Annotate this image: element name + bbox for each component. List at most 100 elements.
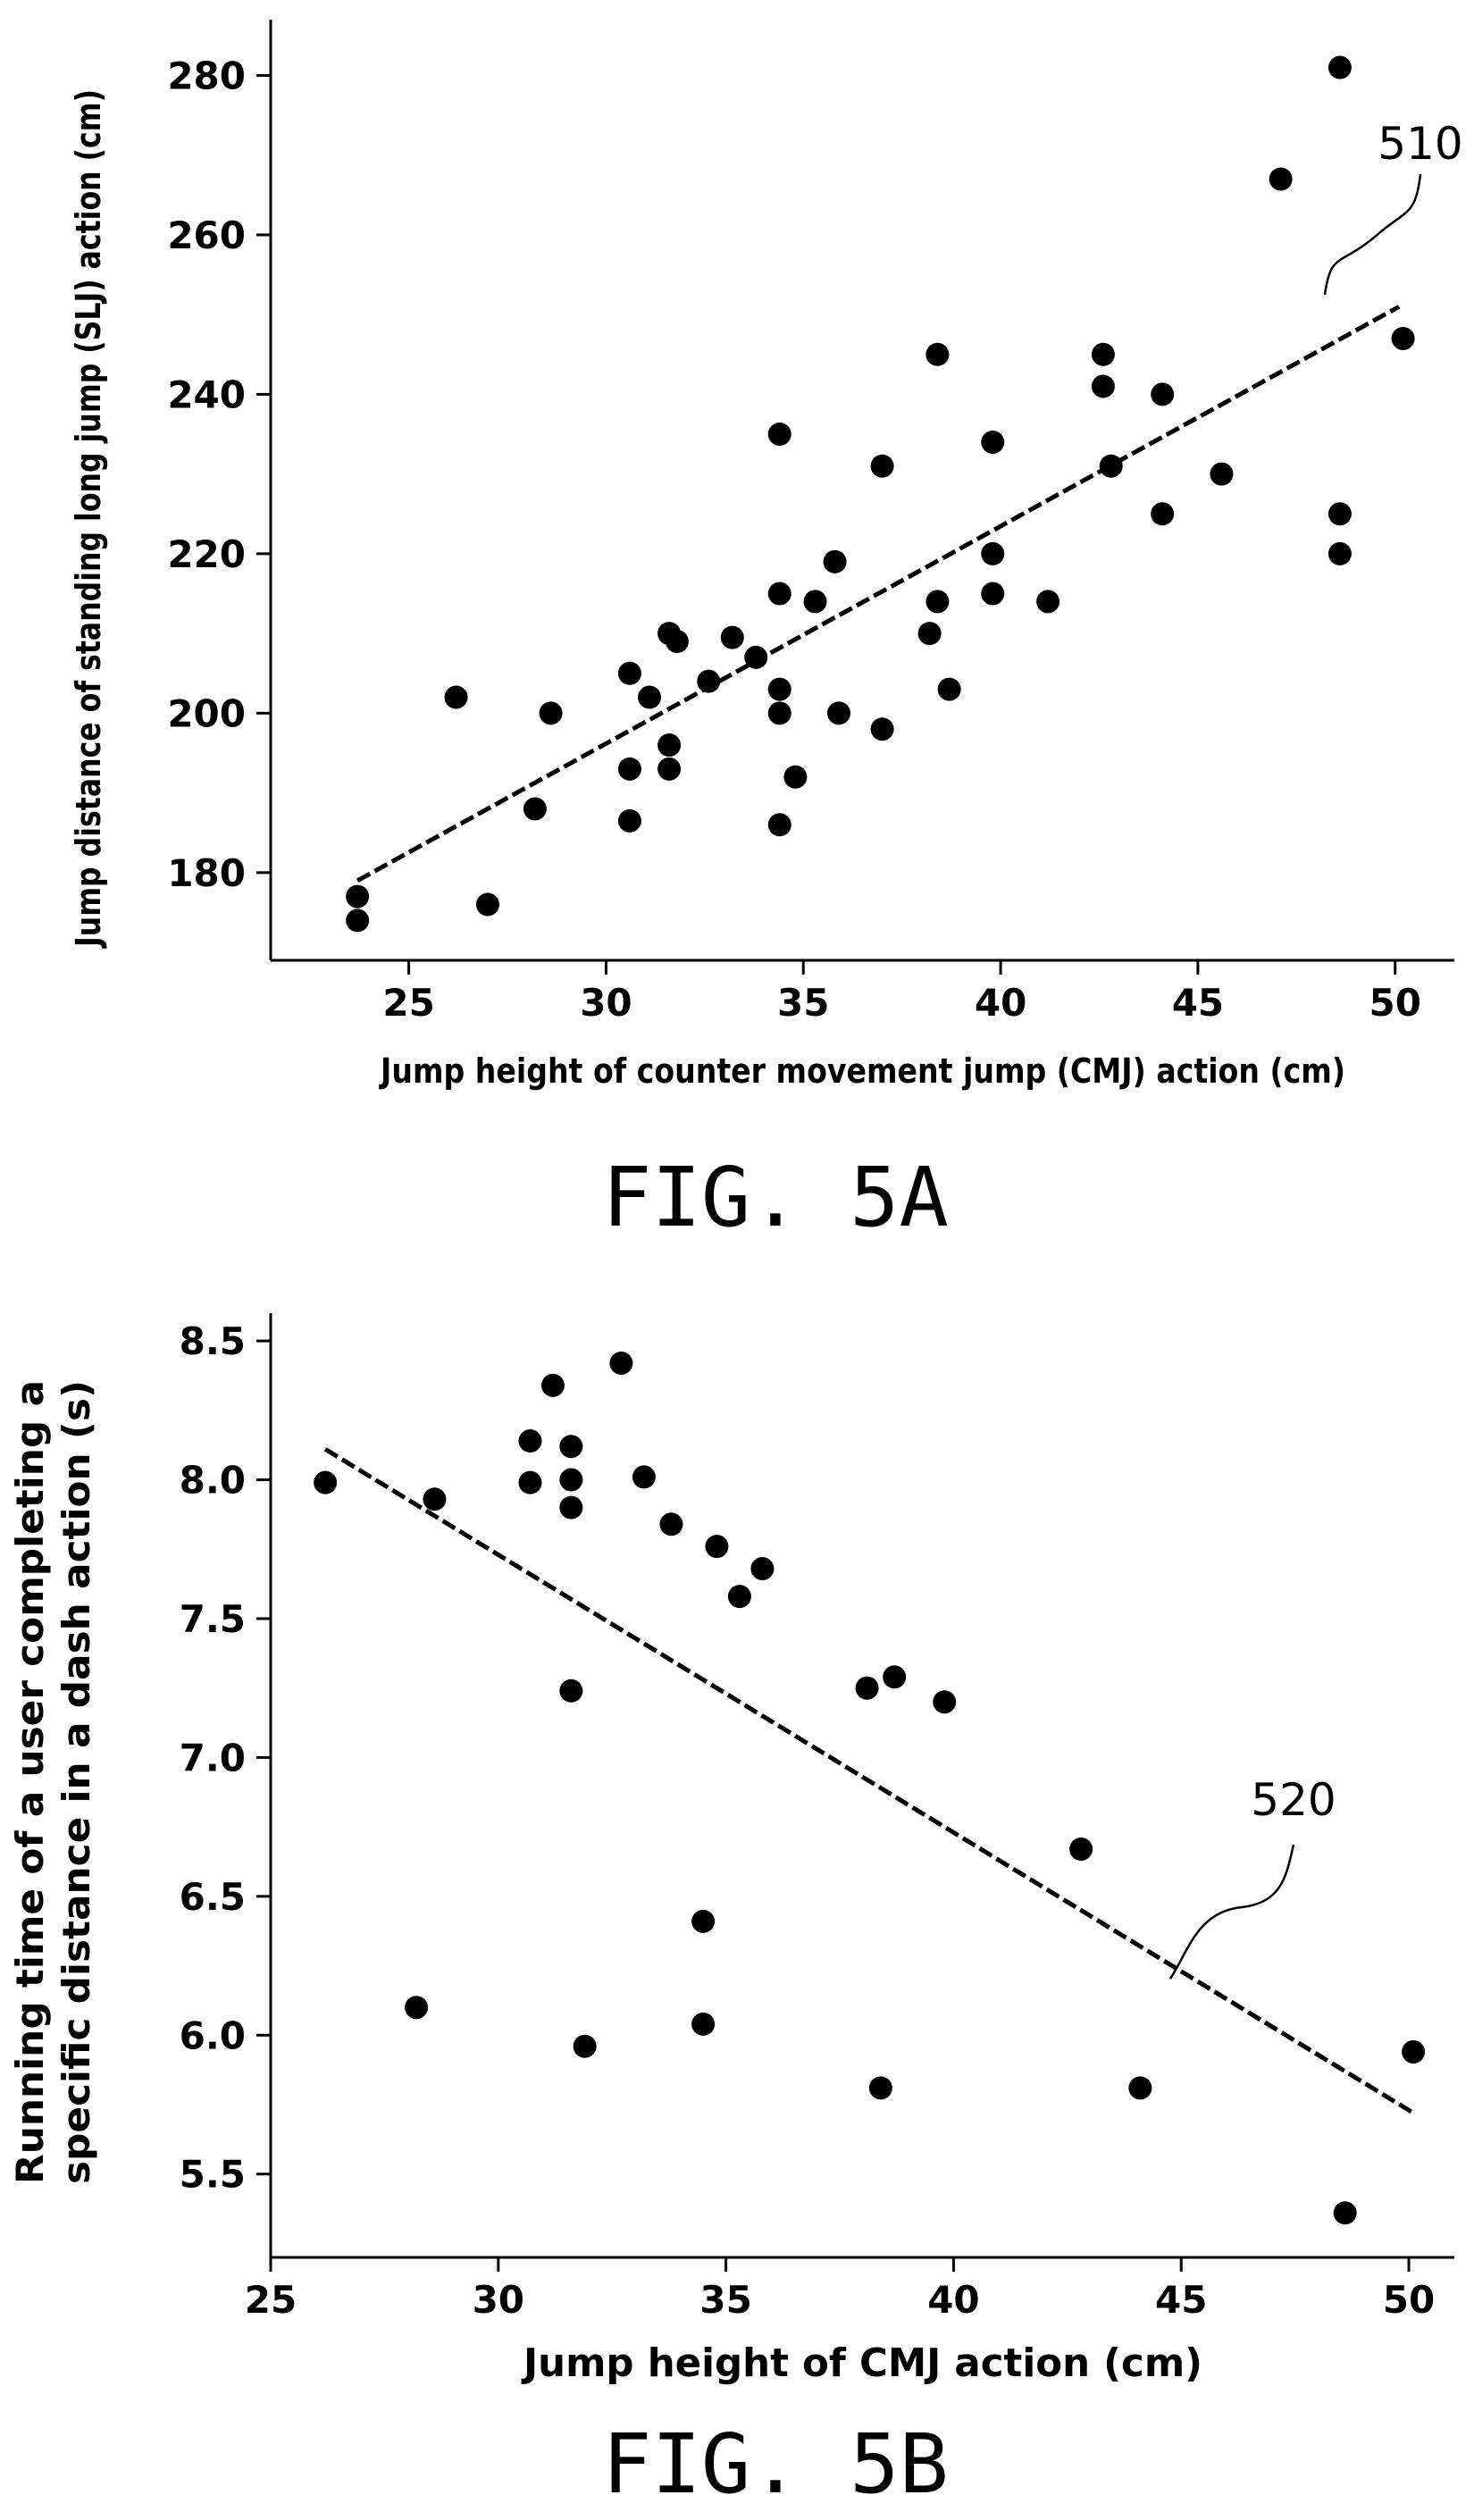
- y-tick-label: 8.0: [180, 1459, 246, 1503]
- x-tick-label: 40: [975, 981, 1026, 1025]
- y-tick-label: 6.0: [180, 2013, 246, 2057]
- ref-label-510: 510: [1378, 118, 1462, 170]
- y-ticks: 180 200 220 240 260 280: [167, 54, 271, 895]
- x-tick-label: 50: [1369, 981, 1421, 1025]
- data-point: [767, 423, 791, 447]
- data-point: [540, 1373, 565, 1397]
- data-point: [559, 1468, 583, 1492]
- data-point: [1391, 326, 1415, 350]
- data-point: [803, 590, 827, 614]
- data-point: [767, 813, 791, 837]
- x-axis-label: Jump height of counter movement jump (CM…: [378, 1051, 1345, 1091]
- data-point: [475, 892, 499, 917]
- data-point: [518, 1470, 542, 1494]
- ref-510-leader: [1323, 173, 1422, 296]
- data-point: [1036, 590, 1060, 614]
- data-point: [559, 1679, 583, 1703]
- data-point: [917, 622, 942, 646]
- data-point: [523, 797, 547, 821]
- y-ticks: 5.5 6.0 6.5 7.0 7.5 8.0 8.5: [180, 1319, 271, 2197]
- data-point: [1269, 167, 1293, 191]
- trendline: [323, 1447, 1415, 2115]
- data-point: [870, 717, 894, 741]
- x-axis-label: Jump height of CMJ action (cm): [521, 2340, 1202, 2386]
- y-tick-label: 280: [167, 54, 246, 97]
- data-point: [1402, 2039, 1426, 2064]
- y-axis-label-line-2: specific distance in a dash action (s): [54, 1380, 98, 2184]
- chart-5a: 180 200 220 240 260 280 25 30 35 40 45 50 Jump hei…: [69, 20, 1463, 1245]
- data-point: [665, 630, 689, 654]
- data-point: [657, 757, 682, 781]
- y-tick-label: 7.5: [180, 1597, 246, 1641]
- ref-520-leader: [1168, 1844, 1295, 1980]
- y-tick-label: 260: [167, 213, 246, 257]
- data-point: [868, 2076, 892, 2100]
- data-point: [314, 1470, 338, 1494]
- data-point: [744, 645, 768, 669]
- x-tick-label: 25: [382, 981, 434, 1025]
- data-point: [638, 685, 661, 709]
- data-point: [883, 1665, 907, 1689]
- data-point: [727, 1585, 751, 1609]
- data-point: [1210, 462, 1234, 486]
- figure-caption-5b: FIG. 5B: [602, 2416, 949, 2512]
- data-point: [981, 430, 1005, 454]
- data-point: [783, 765, 808, 789]
- x-tick-label: 35: [699, 2278, 751, 2322]
- x-tick-label: 50: [1383, 2278, 1435, 2322]
- data-point: [933, 1690, 957, 1714]
- data-point: [559, 1495, 583, 1520]
- y-tick-label: 8.5: [180, 1319, 246, 1363]
- y-tick-label: 5.5: [180, 2153, 246, 2197]
- data-point: [1327, 541, 1352, 565]
- data-point: [870, 454, 894, 478]
- chart-5b: 5.5 6.0 6.5 7.0 7.5 8.0 8.5 25 30 35 40 45 50 Jump …: [8, 1313, 1454, 2512]
- data-point: [444, 685, 468, 709]
- data-point: [632, 1465, 656, 1489]
- y-axis-label: Jump distance of standing long jump (SLJ…: [69, 89, 108, 949]
- y-axis-label-line-1: Running time of a user completing a: [8, 1380, 52, 2184]
- data-point: [1069, 1838, 1093, 1862]
- trendline: [356, 305, 1401, 883]
- x-tick-label: 30: [473, 2278, 524, 2322]
- x-tick-label: 30: [580, 981, 632, 1025]
- data-point: [705, 1535, 729, 1559]
- data-point: [423, 1487, 447, 1511]
- data-point: [925, 342, 950, 366]
- y-tick-label: 200: [167, 691, 246, 735]
- data-point: [1099, 454, 1123, 478]
- data-point: [1333, 2201, 1357, 2225]
- data-point: [691, 2012, 716, 2036]
- data-point: [767, 582, 791, 606]
- x-tick-label: 45: [1155, 2278, 1207, 2322]
- trendline-group: [323, 1447, 1415, 2115]
- data-point: [1327, 502, 1352, 526]
- data-point: [559, 1435, 583, 1459]
- data-point: [925, 590, 950, 614]
- data-point: [405, 1996, 429, 2020]
- data-point: [617, 757, 641, 781]
- data-point: [767, 677, 791, 701]
- data-point: [346, 884, 370, 908]
- x-ticks: 25 30 35 40 45 50: [245, 2257, 1435, 2322]
- x-ticks: 25 30 35 40 45 50: [382, 960, 1421, 1025]
- data-point: [1091, 374, 1115, 398]
- data-point: [720, 625, 744, 649]
- data-points: [314, 1351, 1426, 2225]
- data-points: [346, 55, 1415, 933]
- y-tick-label: 6.5: [180, 1875, 246, 1919]
- data-point: [1091, 342, 1115, 366]
- data-point: [609, 1351, 633, 1375]
- data-point: [855, 1676, 879, 1700]
- data-point: [697, 669, 721, 693]
- x-tick-label: 45: [1172, 981, 1224, 1025]
- data-point: [823, 549, 847, 573]
- x-tick-label: 25: [245, 2278, 297, 2322]
- data-point: [617, 661, 641, 685]
- y-tick-label: 240: [167, 373, 246, 416]
- x-tick-label: 35: [777, 981, 829, 1025]
- data-point: [617, 808, 641, 833]
- figure-caption-5a: FIG. 5A: [602, 1150, 949, 1245]
- y-tick-label: 7.0: [180, 1736, 246, 1779]
